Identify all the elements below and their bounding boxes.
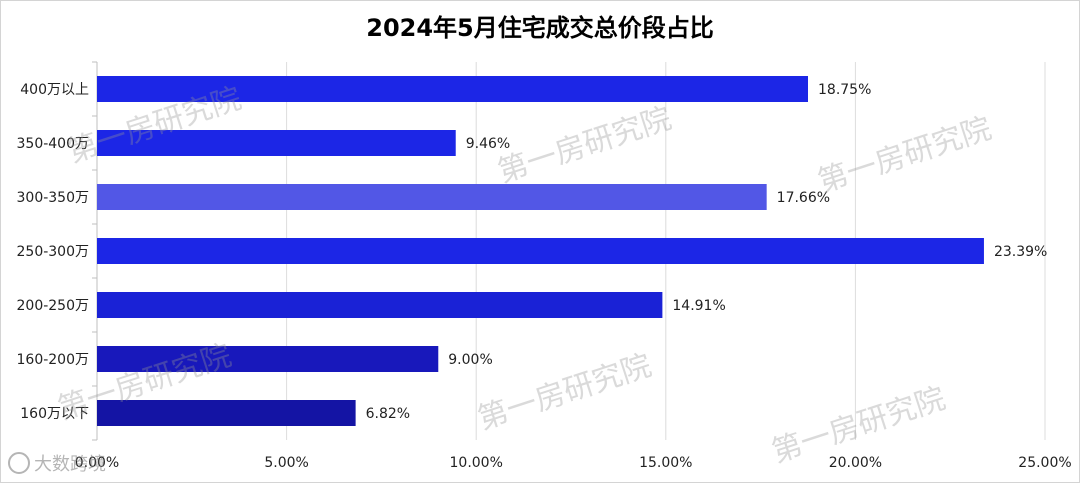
y-tick-label: 250-300万 [17, 244, 90, 260]
bar [97, 346, 439, 372]
y-tick-label: 160万以下 [20, 406, 89, 422]
chart-title: 2024年5月住宅成交总价段占比 [366, 14, 714, 42]
data-label: 14.91% [672, 298, 725, 314]
bar [97, 292, 663, 318]
bar [97, 76, 808, 102]
x-tick-label: 10.00% [450, 455, 503, 471]
y-tick-label: 300-350万 [17, 190, 90, 206]
data-label: 23.39% [994, 244, 1047, 260]
brand-logo-icon [8, 452, 30, 474]
data-label: 9.46% [466, 136, 510, 152]
x-tick-label: 25.00% [1018, 455, 1071, 471]
x-tick-label: 0.00% [75, 455, 119, 471]
data-label: 17.66% [777, 190, 830, 206]
data-label: 6.82% [366, 406, 410, 422]
bar [97, 400, 356, 426]
x-tick-label: 15.00% [639, 455, 692, 471]
source-badge-text: 大数跨境 [34, 454, 106, 475]
data-label: 9.00% [448, 352, 492, 368]
y-tick-label: 160-200万 [17, 352, 90, 368]
x-tick-label: 5.00% [264, 455, 308, 471]
y-tick-label: 350-400万 [17, 136, 90, 152]
bar [97, 184, 767, 210]
x-tick-label: 20.00% [829, 455, 882, 471]
bar [97, 130, 456, 156]
bar [97, 238, 984, 264]
y-tick-label: 200-250万 [17, 298, 90, 314]
source-badge: 大数跨境 [8, 450, 106, 476]
y-tick-label: 400万以上 [20, 82, 89, 98]
data-label: 18.75% [818, 82, 871, 98]
